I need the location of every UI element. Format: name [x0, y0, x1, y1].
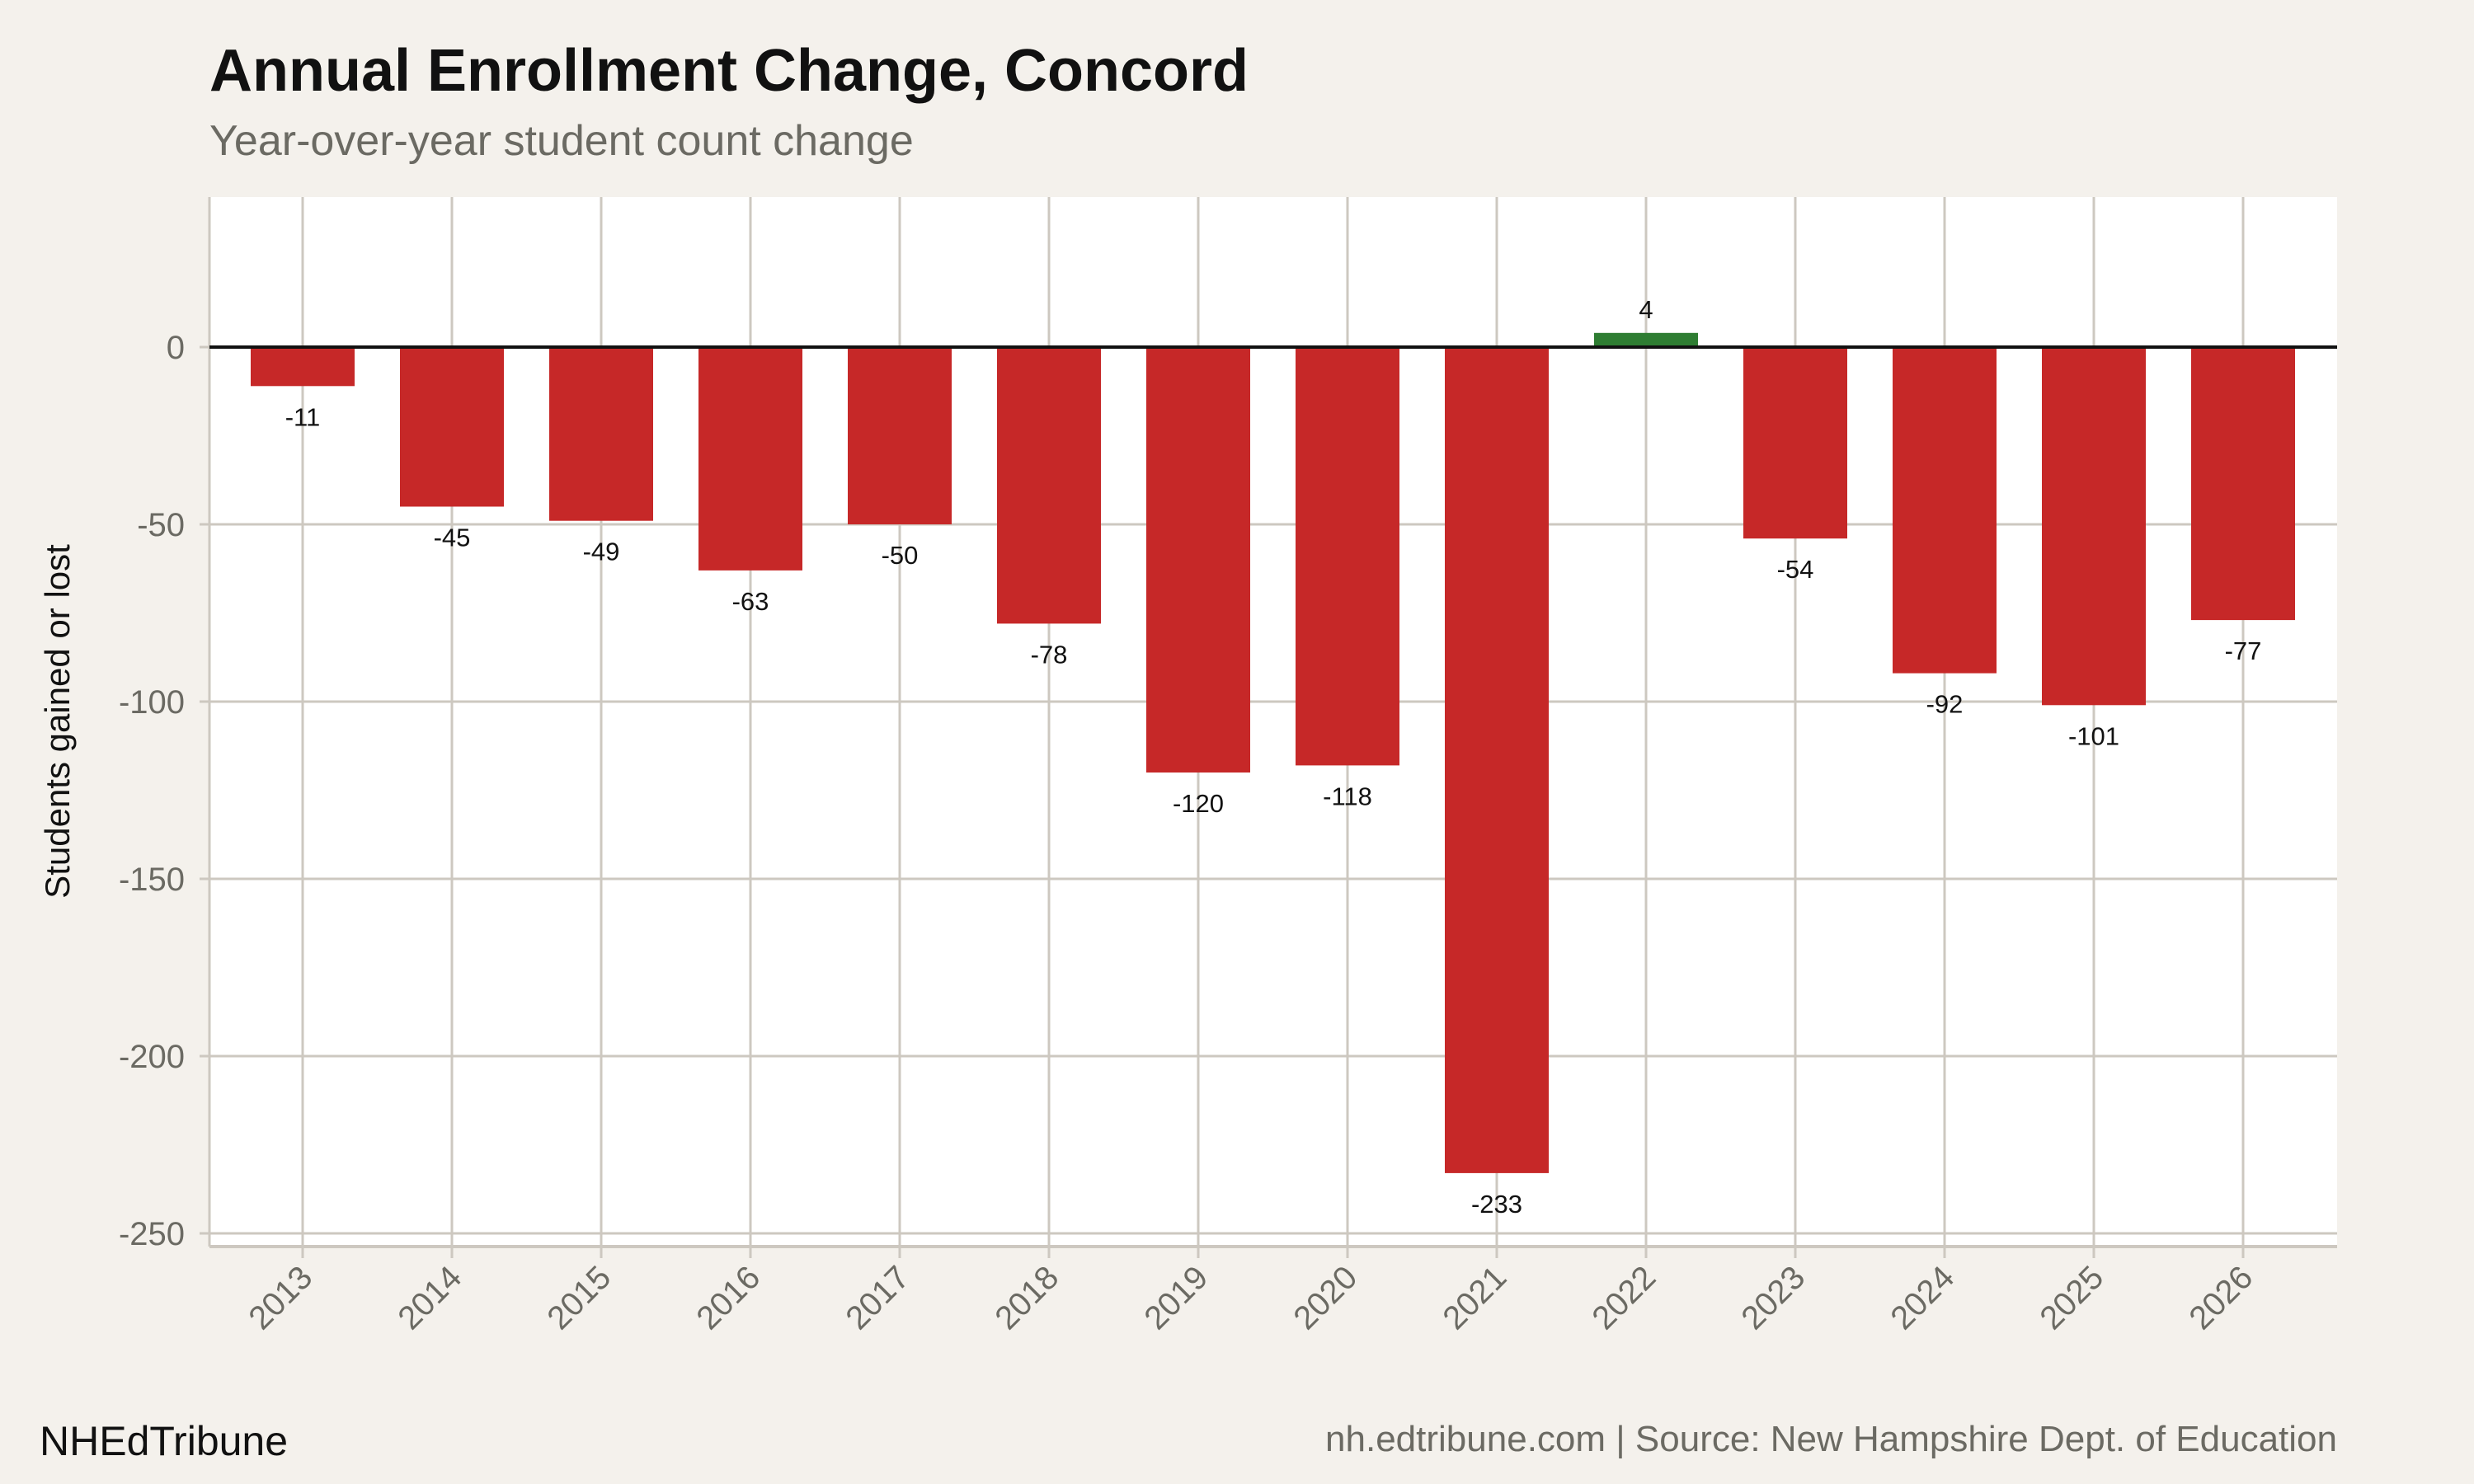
- data-label-2015: -49: [583, 538, 620, 566]
- y-tick-label: -150: [119, 862, 185, 898]
- bar-2017: [848, 347, 952, 524]
- data-label-2021: -233: [1471, 1190, 1522, 1219]
- data-label-2014: -45: [434, 524, 471, 552]
- brand-label: NHEdTribune: [40, 1418, 288, 1464]
- bar-2015: [549, 347, 653, 521]
- y-tick-label: -50: [137, 507, 185, 543]
- chart-title: Annual Enrollment Change, Concord: [209, 38, 1249, 104]
- data-label-2022: 4: [1639, 295, 1653, 324]
- bar-2014: [400, 347, 504, 507]
- y-tick-label: -100: [119, 684, 185, 721]
- bar-2026: [2191, 347, 2295, 621]
- bar-2023: [1743, 347, 1847, 539]
- data-labels: -11 -45 -49 -63 -50 -78 -120 -118 -233 4 -54 -92 -10…: [285, 295, 2262, 1219]
- bar-2013: [251, 347, 355, 387]
- bar-2020: [1296, 347, 1399, 766]
- chart-subtitle: Year-over-year student count change: [209, 117, 914, 165]
- bar-2016: [698, 347, 802, 571]
- data-label-2023: -54: [1777, 555, 1814, 584]
- data-label-2013: -11: [285, 402, 321, 431]
- bar-2022: [1594, 332, 1698, 347]
- data-label-2018: -78: [1031, 640, 1068, 669]
- bars: [209, 332, 2337, 1173]
- data-label-2020: -118: [1323, 782, 1372, 810]
- bar-2025: [2042, 347, 2146, 706]
- data-label-2019: -120: [1173, 789, 1224, 818]
- data-label-2025: -101: [2068, 721, 2119, 750]
- bar-2018: [997, 347, 1101, 624]
- data-label-2017: -50: [882, 541, 919, 570]
- y-tick-label: -250: [119, 1216, 185, 1252]
- y-axis-ticks: 0 -50 -100 -150 -200 -250: [119, 330, 209, 1252]
- data-label-2026: -77: [2225, 636, 2262, 665]
- plot-panel: [209, 197, 2337, 1247]
- bar-2021: [1445, 347, 1549, 1173]
- y-axis-title: Students gained or lost: [38, 544, 77, 899]
- bar-2019: [1146, 347, 1250, 773]
- y-tick-label: 0: [167, 330, 185, 366]
- data-label-2024: -92: [1926, 690, 1964, 719]
- y-tick-label: -200: [119, 1039, 185, 1075]
- bar-2024: [1893, 347, 1997, 674]
- source-note: nh.edtribune.com | Source: New Hampshire…: [1325, 1419, 2337, 1459]
- data-label-2016: -63: [732, 587, 769, 616]
